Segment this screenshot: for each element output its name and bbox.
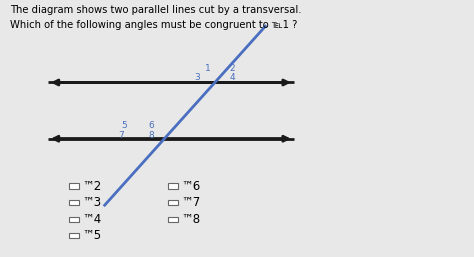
Text: 7: 7 xyxy=(118,131,124,140)
Text: 5: 5 xyxy=(122,121,128,130)
Text: ™2: ™2 xyxy=(82,179,102,192)
Text: The diagram shows two parallel lines cut by a transversal.: The diagram shows two parallel lines cut… xyxy=(10,5,301,15)
Text: 4: 4 xyxy=(229,74,235,82)
Bar xyxy=(69,200,79,205)
Text: ™6: ™6 xyxy=(182,179,201,192)
Text: 6: 6 xyxy=(148,121,154,130)
Text: ™3: ™3 xyxy=(82,196,101,209)
Text: 2: 2 xyxy=(229,64,235,73)
Text: 8: 8 xyxy=(148,131,154,140)
Text: ™8: ™8 xyxy=(182,213,201,226)
Bar xyxy=(168,183,178,189)
Text: ™5: ™5 xyxy=(82,229,101,242)
Bar xyxy=(168,200,178,205)
Text: 1: 1 xyxy=(205,64,210,73)
Text: ™7: ™7 xyxy=(182,196,201,209)
Bar xyxy=(168,217,178,222)
Text: 3: 3 xyxy=(194,74,200,82)
Text: ™4: ™4 xyxy=(82,213,102,226)
Text: Which of the following angles must be congruent to ℡1 ?: Which of the following angles must be co… xyxy=(10,20,298,30)
Bar xyxy=(69,233,79,238)
Bar xyxy=(69,183,79,189)
Bar xyxy=(69,217,79,222)
